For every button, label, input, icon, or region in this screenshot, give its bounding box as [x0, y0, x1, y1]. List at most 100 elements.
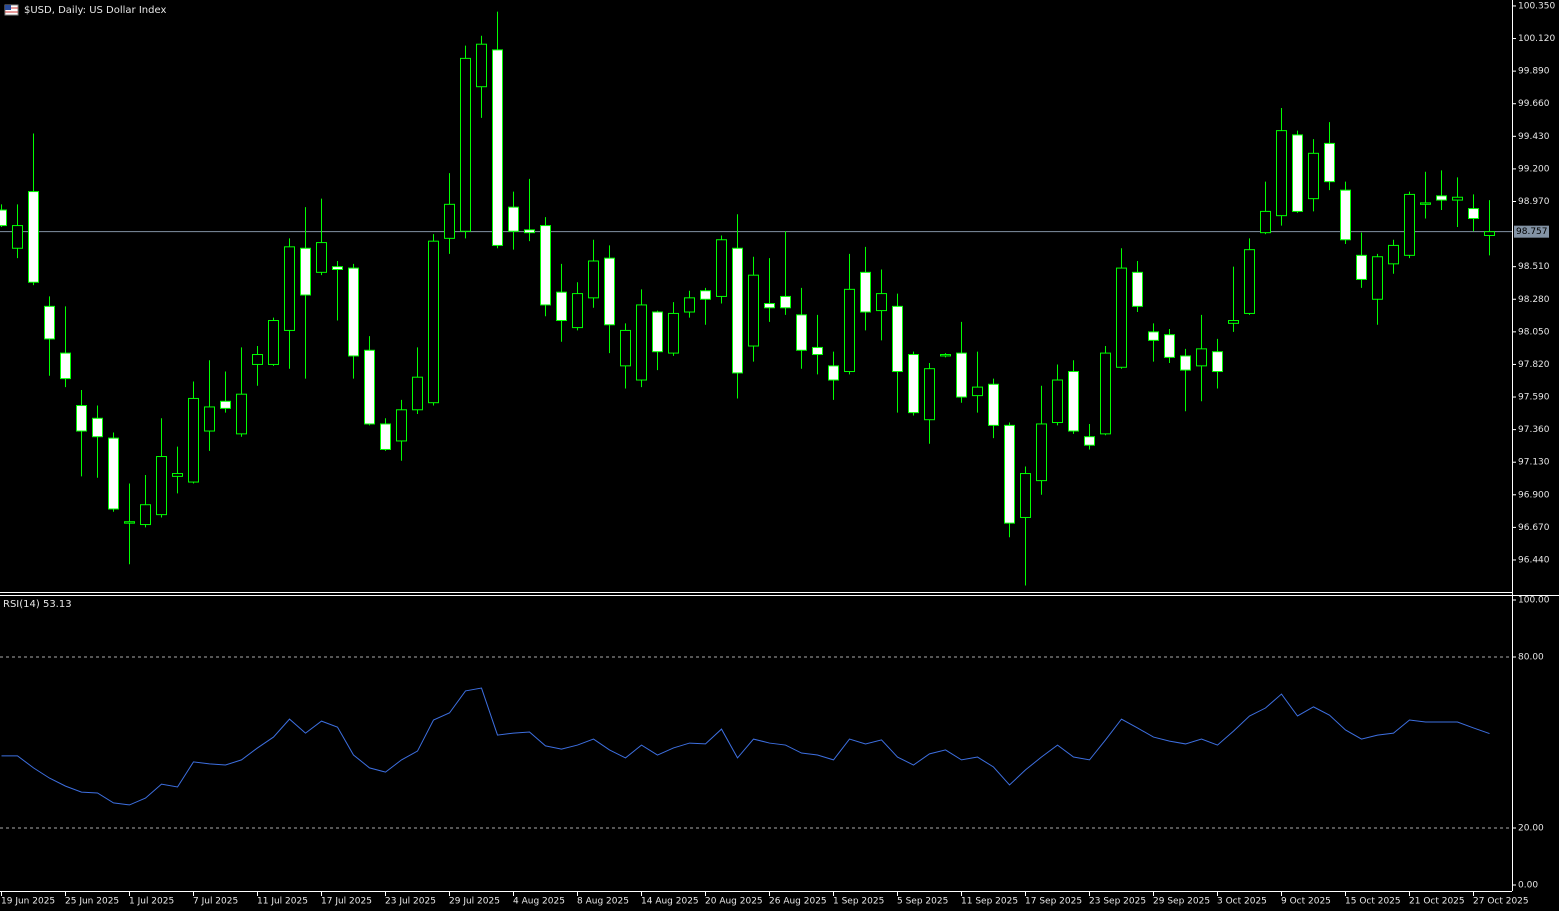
candle-body [60, 352, 71, 380]
x-tick-label: 5 Sep 2025 [897, 897, 948, 907]
candle-body [892, 305, 903, 373]
candle-body [780, 295, 791, 309]
candle-body [444, 203, 455, 239]
candle-body [1292, 134, 1303, 212]
x-tick-label: 7 Jul 2025 [193, 897, 238, 907]
candle-body [668, 312, 679, 354]
y-tick-label: 80.00 [1518, 653, 1544, 663]
candle-body [1260, 210, 1271, 234]
y-tick-label: 98.510 [1518, 262, 1550, 272]
candle-body [172, 473, 183, 477]
x-tick-label: 4 Aug 2025 [513, 897, 565, 907]
y-tick-label: 97.360 [1518, 425, 1550, 435]
candle-body [380, 423, 391, 450]
candle-body [1388, 244, 1399, 265]
x-tick-label: 23 Jul 2025 [385, 897, 436, 907]
x-tick-label: 9 Oct 2025 [1281, 897, 1331, 907]
candle-body [1404, 193, 1415, 256]
candle-body [428, 240, 439, 404]
candle-body [700, 290, 711, 300]
symbol-icon [4, 4, 19, 16]
y-tick-label: 20.00 [1518, 824, 1544, 834]
candle-body [1132, 271, 1143, 307]
x-tick-label: 11 Sep 2025 [961, 897, 1018, 907]
candle-body [636, 304, 647, 381]
candle-body [268, 320, 279, 365]
candle-body [1100, 352, 1111, 435]
x-tick-label: 15 Oct 2025 [1345, 897, 1401, 907]
x-tick-label: 17 Jul 2025 [321, 897, 372, 907]
candle-body [316, 242, 327, 273]
candle-body [1004, 424, 1015, 524]
candle-body [396, 409, 407, 442]
candle-body [220, 400, 231, 409]
candle-body [412, 376, 423, 411]
y-tick-label: 97.590 [1518, 393, 1550, 403]
candle-body [604, 257, 615, 326]
candle-body [1356, 254, 1367, 280]
candle-body [76, 405, 87, 432]
x-tick-label: 29 Sep 2025 [1153, 897, 1210, 907]
candle-body [284, 246, 295, 331]
x-tick-label: 1 Sep 2025 [833, 897, 884, 907]
candle-body [1196, 348, 1207, 367]
x-tick-label: 11 Jul 2025 [257, 897, 308, 907]
x-tick-label: 29 Jul 2025 [449, 897, 500, 907]
candle-body [236, 393, 247, 435]
candle-body [140, 504, 151, 526]
candle-body [1244, 249, 1255, 314]
x-tick-label: 26 Aug 2025 [769, 897, 827, 907]
candle-body [1148, 331, 1159, 341]
x-tick-label: 1 Jul 2025 [129, 897, 174, 907]
candle-body [556, 291, 567, 322]
y-tick-label: 96.670 [1518, 523, 1550, 533]
candle-body [1164, 334, 1175, 358]
y-tick-label: 100.350 [1518, 1, 1555, 11]
x-tick-label: 20 Aug 2025 [705, 897, 763, 907]
candle-body [940, 354, 951, 357]
candle-body [1436, 195, 1447, 201]
candle-body [540, 225, 551, 306]
candle-body [796, 314, 807, 351]
candle-body [92, 417, 103, 438]
y-tick-label: 99.890 [1518, 67, 1550, 77]
candle-body [44, 305, 55, 340]
y-tick-label: 98.050 [1518, 327, 1550, 337]
candle-body [844, 288, 855, 373]
current-price-box [1514, 225, 1549, 238]
y-tick-label: 97.820 [1518, 360, 1550, 370]
candle-body [508, 206, 519, 232]
candle-body [1340, 189, 1351, 241]
x-tick-label: 14 Aug 2025 [641, 897, 699, 907]
candle-body [732, 247, 743, 374]
current-price-label: 98.757 [1516, 227, 1548, 237]
candle-body [188, 397, 199, 483]
y-tick-label: 99.200 [1518, 164, 1550, 174]
candle-body [1212, 351, 1223, 373]
candle-body [0, 209, 7, 227]
candle-body [204, 406, 215, 432]
candle-body [300, 247, 311, 296]
x-tick-label: 23 Sep 2025 [1089, 897, 1146, 907]
candle-body [348, 267, 359, 357]
candle-body [988, 383, 999, 426]
candle-body [1308, 152, 1319, 200]
candle-body [652, 311, 663, 353]
rsi-line [1, 687, 1490, 806]
candle-body [620, 329, 631, 367]
chart-title: $USD, Daily: US Dollar Index [24, 5, 166, 16]
candle-body [1084, 436, 1095, 446]
candle-body [28, 191, 39, 283]
x-tick-label: 3 Oct 2025 [1217, 897, 1267, 907]
y-tick-label: 96.440 [1518, 555, 1550, 565]
candle-body [492, 49, 503, 246]
y-tick-label: 100.00 [1518, 596, 1550, 606]
candle-body [1420, 202, 1431, 205]
candle-body [1452, 196, 1463, 201]
candle-body [972, 386, 983, 397]
candle-body [1324, 142, 1335, 183]
candle-body [684, 297, 695, 313]
candle-body [828, 365, 839, 381]
candle-body [1116, 267, 1127, 368]
